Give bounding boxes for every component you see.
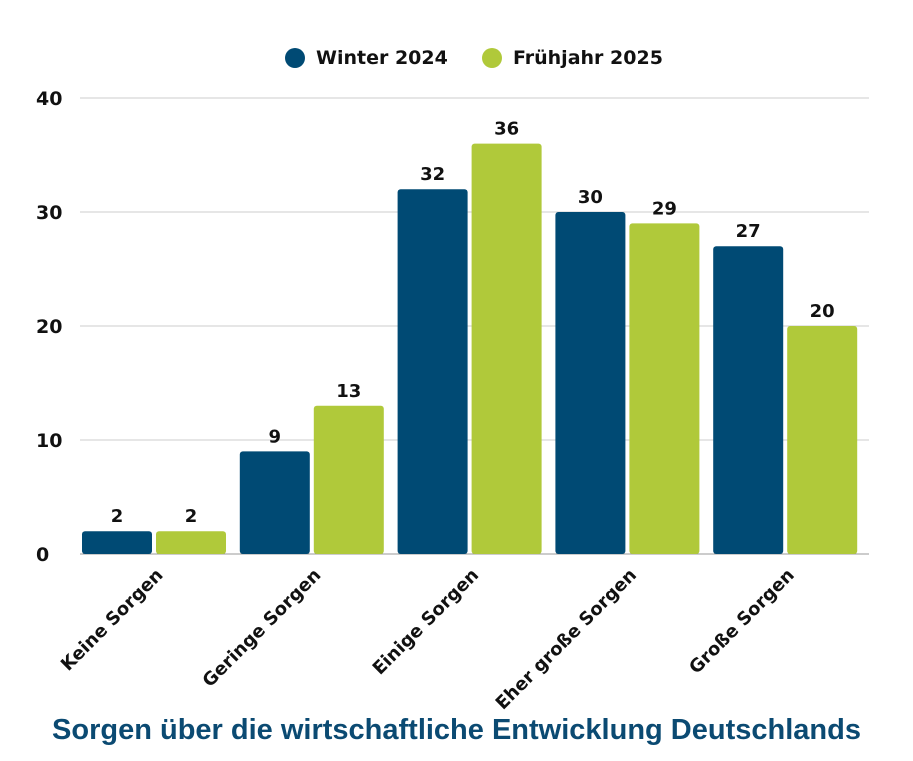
bar-value-label: 36 [494,119,519,140]
y-tick-label: 20 [36,316,62,338]
chart-title: Sorgen über die wirtschaftliche Entwickl… [52,714,861,746]
bar-value-label: 9 [269,426,282,447]
x-category-label: Große Sorgen [685,565,799,679]
bar [397,189,468,554]
legend-marker [482,48,502,68]
bar [239,451,310,554]
bar-value-label: 2 [185,506,198,527]
x-category-label: Eher große Sorgen [492,565,641,714]
bar-value-label: 29 [652,198,677,219]
bar-value-label: 27 [736,221,761,242]
x-category-label: Geringe Sorgen [199,565,326,692]
legend-label: Winter 2024 [316,47,448,69]
bar-value-label: 20 [810,301,835,322]
bar [471,143,542,554]
legend: Winter 2024 Frühjahr 2025 [285,47,663,69]
x-category-label: Keine Sorgen [57,565,168,676]
bar-value-label: 13 [336,381,361,402]
y-axis-ticks: 0 10 20 30 40 [36,88,62,566]
bar [787,326,858,554]
bar-value-label: 32 [420,164,445,185]
legend-marker [285,48,305,68]
bar [313,405,384,554]
bar [713,246,784,554]
legend-label: Frühjahr 2025 [513,47,663,69]
bars [82,143,858,554]
x-axis-labels: Keine Sorgen Geringe Sorgen Einige Sorgen E… [57,565,799,714]
y-tick-label: 30 [36,202,62,224]
y-tick-label: 40 [36,88,62,110]
x-category-label: Einige Sorgen [369,565,484,680]
bar [629,223,700,554]
y-tick-label: 10 [36,430,62,452]
bar-value-label: 2 [111,506,124,527]
bar [156,531,226,554]
bar [82,531,152,554]
bar-value-label: 30 [578,187,603,208]
bar [555,212,626,554]
y-tick-label: 0 [36,544,49,566]
